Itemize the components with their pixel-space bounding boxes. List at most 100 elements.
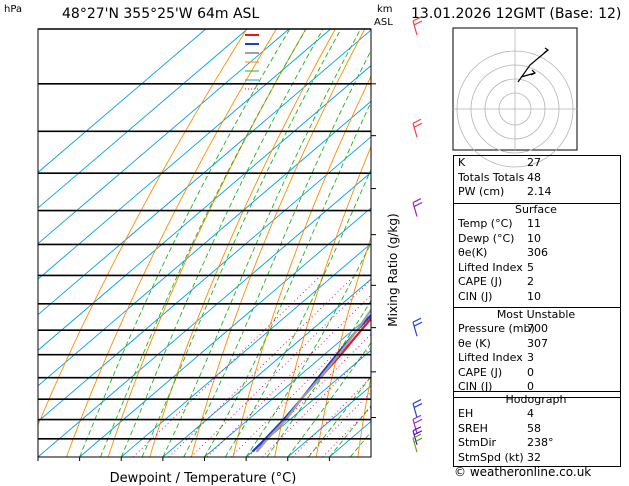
row-label: θe (K) bbox=[458, 336, 491, 350]
wet-adiabat-line bbox=[120, 29, 324, 457]
row-value: 48 bbox=[527, 170, 541, 184]
mixing-ratio-line bbox=[206, 294, 371, 457]
dry-adiabat-line bbox=[315, 235, 371, 457]
table-row: CIN (J) 10 bbox=[453, 290, 619, 305]
wind-barb bbox=[412, 198, 423, 217]
wind-barb bbox=[412, 414, 423, 434]
pressure-axis bbox=[38, 28, 371, 440]
table-row: θe(K) 306 bbox=[453, 246, 619, 261]
table-row: StmDir 238° bbox=[453, 436, 619, 451]
parcel-trajectory-line bbox=[255, 308, 371, 453]
table-row: θe (K) 307 bbox=[453, 337, 619, 352]
copyright-footer: © weatheronline.co.uk bbox=[454, 465, 592, 479]
row-label: Totals Totals bbox=[458, 170, 525, 184]
dry-adiabat-line bbox=[107, 29, 307, 457]
isotherm-line bbox=[204, 314, 371, 457]
km-unit-label: km bbox=[377, 4, 393, 15]
datetime-header: 13.01.2026 12GMT (Base: 12) bbox=[411, 6, 622, 22]
mixing-ratio-line bbox=[168, 275, 356, 457]
row-label: StmDir bbox=[458, 436, 497, 449]
row-value: 3 bbox=[527, 351, 534, 364]
row-label: Lifted Index bbox=[458, 260, 523, 274]
wet-adiabat-line bbox=[329, 404, 371, 457]
mixing-ratio-line bbox=[261, 346, 371, 457]
row-value: 238° bbox=[527, 436, 554, 449]
isotherm-line bbox=[38, 29, 290, 245]
isotherm-line bbox=[245, 349, 371, 457]
table-row: CAPE (J) 0 bbox=[453, 366, 619, 381]
wind-barb bbox=[412, 317, 423, 337]
row-label: CAPE (J) bbox=[458, 275, 503, 288]
background-lines bbox=[38, 29, 371, 457]
temperature-axis bbox=[37, 457, 330, 461]
row-value: 32 bbox=[527, 450, 541, 464]
row-value: 306 bbox=[527, 246, 548, 259]
isotherm-line bbox=[38, 65, 371, 351]
dry-adiabat-line bbox=[66, 29, 277, 457]
mixing-ratio-line bbox=[230, 316, 371, 457]
isotherm-line bbox=[38, 29, 331, 280]
hodograph-arrowheads bbox=[530, 47, 550, 76]
row-value: 700 bbox=[527, 322, 548, 335]
wet-adiabat-line bbox=[141, 29, 342, 457]
row-label: CIN (J) bbox=[458, 380, 493, 393]
row-label: CAPE (J) bbox=[458, 365, 503, 379]
row-value: 0 bbox=[527, 380, 534, 393]
row-value: 2.14 bbox=[527, 185, 552, 198]
most-unstable-title: Most Unstable bbox=[496, 308, 576, 321]
row-value: 11 bbox=[527, 217, 541, 230]
location-header: 48°27'N 355°25'W 64m ASL bbox=[62, 6, 260, 22]
row-label: θe(K) bbox=[458, 246, 488, 259]
table-row: CAPE (J) 2 bbox=[453, 275, 619, 290]
row-value: 4 bbox=[527, 407, 534, 420]
row-value: 0 bbox=[527, 365, 534, 379]
wind-barb bbox=[412, 16, 423, 36]
hpa-unit-label: hPa bbox=[4, 4, 22, 15]
table-row: PW (cm) 2.14 bbox=[453, 185, 619, 200]
mixing-ratio-axis-title: Mixing Ratio (g/kg) bbox=[386, 213, 400, 326]
table-row: StmSpd (kt) 32 bbox=[453, 451, 619, 466]
row-label: Lifted Index bbox=[458, 351, 523, 364]
row-value: 27 bbox=[527, 156, 541, 169]
row-value: 307 bbox=[527, 336, 548, 350]
wind-barb bbox=[412, 399, 423, 418]
wet-adiabat-line bbox=[79, 29, 291, 457]
table-row: Dewp (°C) 10 bbox=[453, 232, 619, 247]
wind-barb bbox=[412, 433, 423, 453]
isotherm-line bbox=[38, 29, 248, 209]
x-axis-title: Dewpoint / Temperature (°C) bbox=[110, 471, 297, 486]
row-value: 2 bbox=[527, 275, 534, 288]
dry-adiabat-line bbox=[232, 75, 371, 457]
row-label: StmSpd (kt) bbox=[458, 450, 524, 464]
table-row: EH 4 bbox=[453, 407, 619, 422]
row-label: EH bbox=[458, 407, 474, 420]
wind-barbs bbox=[412, 16, 423, 453]
isotherm-line bbox=[79, 207, 371, 457]
wet-adiabat-line bbox=[162, 29, 361, 457]
table-row: Pressure (mb) 700 bbox=[453, 322, 619, 337]
dry-adiabat-line bbox=[357, 374, 371, 457]
isotherm-line bbox=[38, 171, 371, 457]
hodograph bbox=[452, 27, 578, 168]
row-label: SREH bbox=[458, 421, 488, 435]
table-row: Totals Totals 48 bbox=[453, 171, 619, 186]
table-row: SREH 58 bbox=[453, 422, 619, 437]
surface-title: Surface bbox=[515, 203, 557, 216]
row-value: 10 bbox=[527, 231, 541, 245]
isotherm-line bbox=[38, 29, 371, 316]
row-label: PW (cm) bbox=[458, 185, 505, 198]
wet-adiabat-line bbox=[224, 168, 371, 457]
row-label: K bbox=[458, 156, 466, 169]
asl-unit-label: ASL bbox=[374, 17, 393, 28]
hodograph-table-title: Hodograph bbox=[505, 393, 567, 406]
row-label: Temp (°C) bbox=[458, 217, 513, 230]
isotherm-line bbox=[38, 29, 207, 173]
table-row: Lifted Index 3 bbox=[453, 351, 619, 366]
row-label: Dewp (°C) bbox=[458, 231, 515, 245]
legend bbox=[245, 34, 259, 90]
table-row: Lifted Index 5 bbox=[453, 261, 619, 276]
isotherm-line bbox=[162, 278, 371, 457]
row-value: 5 bbox=[527, 260, 534, 274]
wind-barb bbox=[412, 118, 423, 138]
